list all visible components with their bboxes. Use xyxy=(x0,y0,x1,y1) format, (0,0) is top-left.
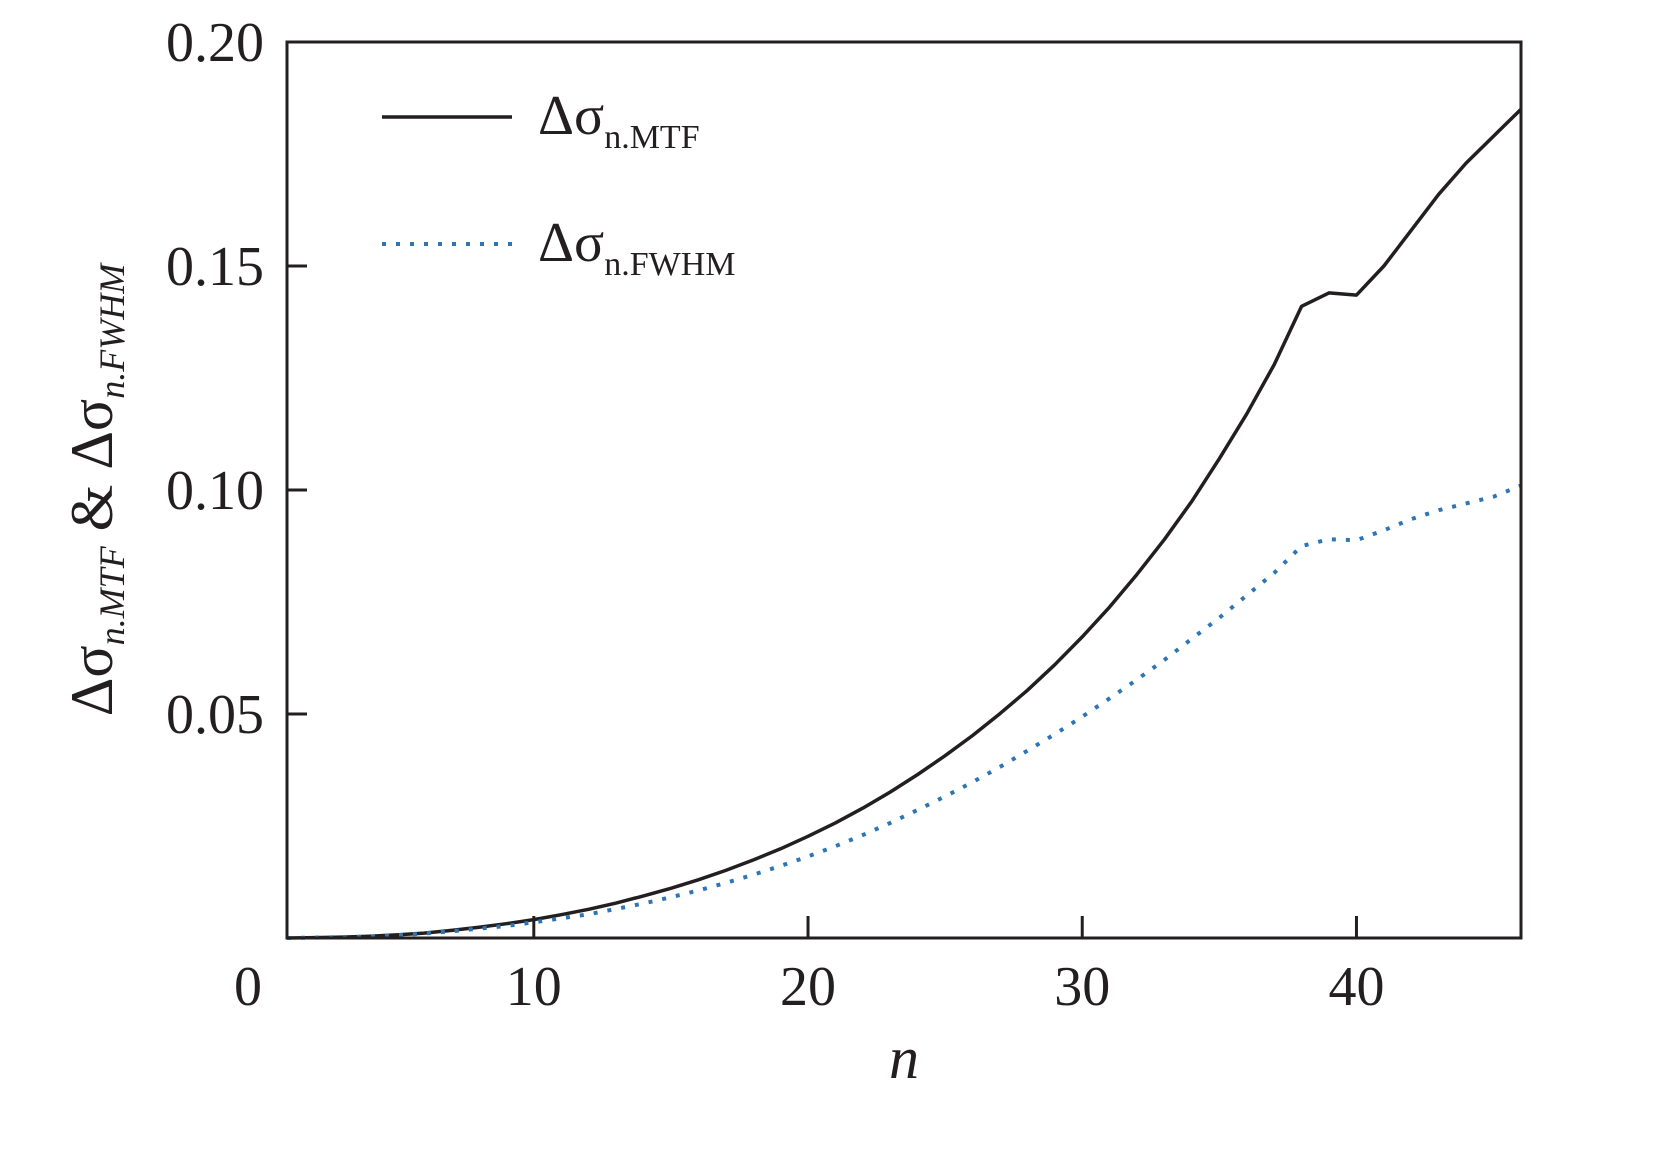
legend-label-fwhm: Δσn.FWHM xyxy=(538,212,736,283)
x-tick-label: 0 xyxy=(234,956,262,1018)
y-axis-label-sub2: n.FWHM xyxy=(92,262,132,399)
y-axis-label-prefix2: Δσ xyxy=(59,399,125,470)
y-tick-label: 0.20 xyxy=(166,12,264,74)
x-axis: 0 10 20 30 40 xyxy=(234,916,1384,1018)
x-tick-label: 40 xyxy=(1328,956,1384,1018)
legend-label-mtf: Δσn.MTF xyxy=(538,85,700,156)
y-tick-label: 0.15 xyxy=(166,236,264,298)
series-layer xyxy=(286,107,1523,940)
series-line-fwhm xyxy=(286,483,1522,940)
series-line-mtf xyxy=(286,107,1523,940)
y-tick-label: 0.10 xyxy=(166,460,264,522)
y-axis-label-joiner: & xyxy=(59,470,125,547)
y-axis: 0.05 0.10 0.15 0.20 xyxy=(166,12,307,746)
x-tick-label: 30 xyxy=(1054,956,1110,1018)
y-axis-label-sub1: n.MTF xyxy=(92,545,132,645)
y-axis-label-prefix: Δσ xyxy=(59,645,125,716)
x-tick-label: 20 xyxy=(780,956,836,1018)
x-tick-label: 10 xyxy=(506,956,562,1018)
legend-label-fwhm-prefix: Δσ xyxy=(538,212,604,274)
legend: Δσn.MTF Δσn.FWHM xyxy=(382,85,736,283)
legend-label-mtf-prefix: Δσ xyxy=(538,85,604,147)
plot-frame xyxy=(285,40,1523,940)
legend-label-mtf-sub: n.MTF xyxy=(604,119,699,156)
legend-label-fwhm-sub: n.FWHM xyxy=(604,246,735,283)
y-axis-label: Δσn.MTF & Δσn.FWHM xyxy=(59,262,132,717)
x-axis-label: n xyxy=(889,1025,919,1091)
y-tick-label: 0.05 xyxy=(166,684,264,746)
